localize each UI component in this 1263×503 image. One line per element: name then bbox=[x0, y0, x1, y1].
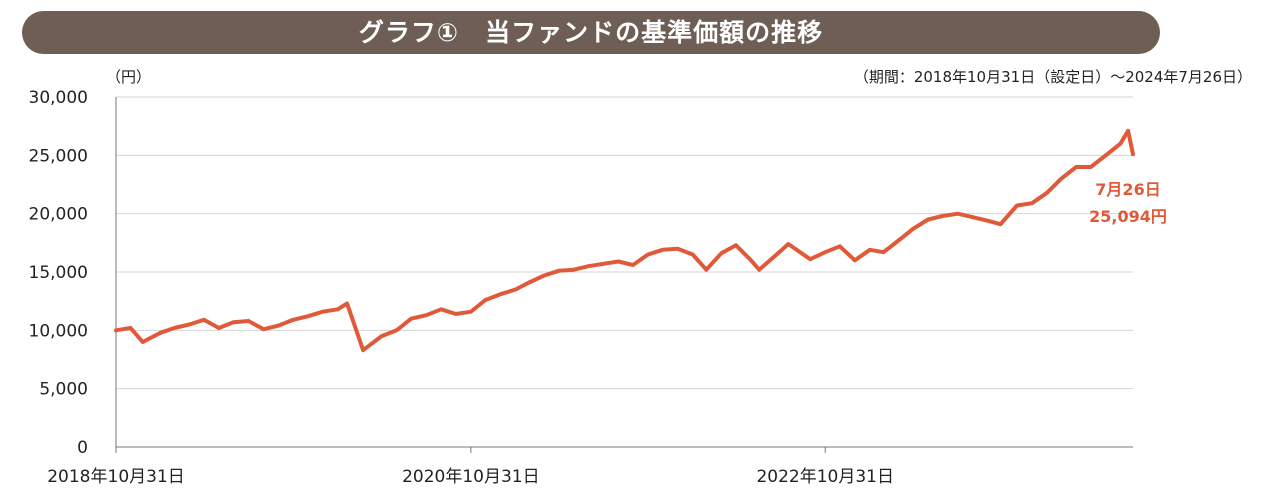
chart-title: グラフ① 当ファンドの基準価額の推移 bbox=[22, 11, 1160, 54]
data-point bbox=[305, 314, 310, 319]
data-point bbox=[1131, 152, 1135, 157]
data-point bbox=[675, 246, 680, 251]
data-point bbox=[601, 262, 606, 266]
data-point bbox=[527, 280, 531, 285]
data-point bbox=[881, 250, 886, 254]
data-point bbox=[261, 327, 266, 331]
data-point bbox=[1059, 176, 1063, 181]
data-point bbox=[631, 263, 635, 267]
data-point bbox=[336, 307, 340, 312]
data-point bbox=[616, 259, 621, 264]
data-point bbox=[1030, 201, 1034, 205]
series-line bbox=[114, 128, 1135, 353]
data-point bbox=[646, 252, 650, 257]
data-point bbox=[971, 215, 975, 219]
annotation-value-label: 25,094円 bbox=[1089, 207, 1167, 226]
data-point bbox=[217, 326, 221, 330]
data-point bbox=[424, 313, 428, 317]
data-point bbox=[542, 273, 546, 278]
data-point bbox=[749, 258, 753, 263]
data-point bbox=[1118, 141, 1123, 146]
data-point bbox=[786, 242, 791, 246]
data-point bbox=[926, 217, 930, 222]
data-point bbox=[985, 218, 990, 223]
data-point bbox=[361, 348, 365, 352]
data-point bbox=[1074, 165, 1079, 169]
data-point bbox=[690, 252, 695, 257]
data-point bbox=[660, 248, 665, 252]
data-point bbox=[868, 248, 872, 252]
data-point bbox=[586, 264, 591, 268]
data-point bbox=[276, 323, 280, 328]
data-point bbox=[940, 214, 945, 218]
data-point bbox=[704, 267, 709, 272]
y-axis-unit-label: （円） bbox=[106, 68, 151, 86]
annotation-date-label: 7月26日 bbox=[1095, 180, 1160, 199]
data-point bbox=[513, 287, 518, 292]
data-point bbox=[778, 249, 783, 253]
data-point bbox=[469, 309, 473, 314]
data-point bbox=[246, 319, 251, 323]
data-point bbox=[1104, 153, 1108, 158]
data-point bbox=[1126, 129, 1130, 133]
data-point bbox=[571, 267, 576, 272]
data-point bbox=[1045, 190, 1049, 195]
data-point bbox=[345, 301, 349, 306]
data-point bbox=[439, 307, 444, 312]
data-point bbox=[998, 222, 1003, 226]
data-point bbox=[483, 298, 488, 302]
data-point bbox=[823, 250, 828, 254]
y-tick-label: 20,000 bbox=[29, 205, 88, 225]
data-point bbox=[114, 328, 118, 333]
y-tick-labels: 0 5,000 10,000 15,000 20,000 25,000 30,000 bbox=[29, 88, 88, 458]
period-note: （期間：2018年10月31日（設定日）〜2024年7月26日） bbox=[854, 68, 1252, 86]
grid-lines bbox=[116, 96, 1133, 390]
data-point bbox=[911, 227, 915, 231]
x-tick-label: 2018年10月31日 bbox=[47, 467, 185, 487]
data-point bbox=[955, 211, 960, 216]
data-point bbox=[128, 326, 133, 330]
data-point bbox=[158, 330, 163, 335]
data-point bbox=[556, 269, 561, 273]
data-point bbox=[187, 322, 192, 327]
data-point bbox=[719, 251, 724, 256]
data-point bbox=[1015, 203, 1019, 208]
y-tick-label: 25,000 bbox=[29, 146, 88, 166]
data-point bbox=[409, 316, 413, 321]
x-tick-label: 2022年10月31日 bbox=[756, 467, 894, 487]
data-point bbox=[394, 328, 399, 333]
data-point bbox=[320, 309, 325, 314]
y-tick-label: 15,000 bbox=[29, 263, 88, 283]
data-point bbox=[837, 244, 842, 249]
y-tick-label: 5,000 bbox=[39, 380, 88, 400]
data-point bbox=[379, 334, 384, 338]
data-point bbox=[498, 292, 503, 296]
y-tick-label: 30,000 bbox=[29, 88, 88, 108]
data-point bbox=[291, 318, 295, 322]
data-point bbox=[1088, 165, 1093, 169]
data-point bbox=[454, 312, 458, 316]
data-point bbox=[172, 326, 177, 330]
y-tick-label: 10,000 bbox=[29, 321, 88, 341]
y-tick-label: 0 bbox=[77, 438, 88, 458]
data-point bbox=[202, 318, 206, 322]
x-tick-labels: 2018年10月31日 2020年10月31日 2022年10月31日 bbox=[47, 467, 894, 487]
data-point bbox=[896, 238, 901, 243]
data-point bbox=[231, 320, 236, 324]
data-point bbox=[808, 257, 812, 261]
data-point bbox=[734, 243, 738, 247]
data-point bbox=[757, 267, 762, 272]
series-layer bbox=[114, 128, 1135, 353]
data-point bbox=[853, 258, 857, 263]
x-tick-label: 2020年10月31日 bbox=[402, 467, 540, 487]
data-point bbox=[140, 340, 145, 344]
axes bbox=[115, 97, 1133, 453]
